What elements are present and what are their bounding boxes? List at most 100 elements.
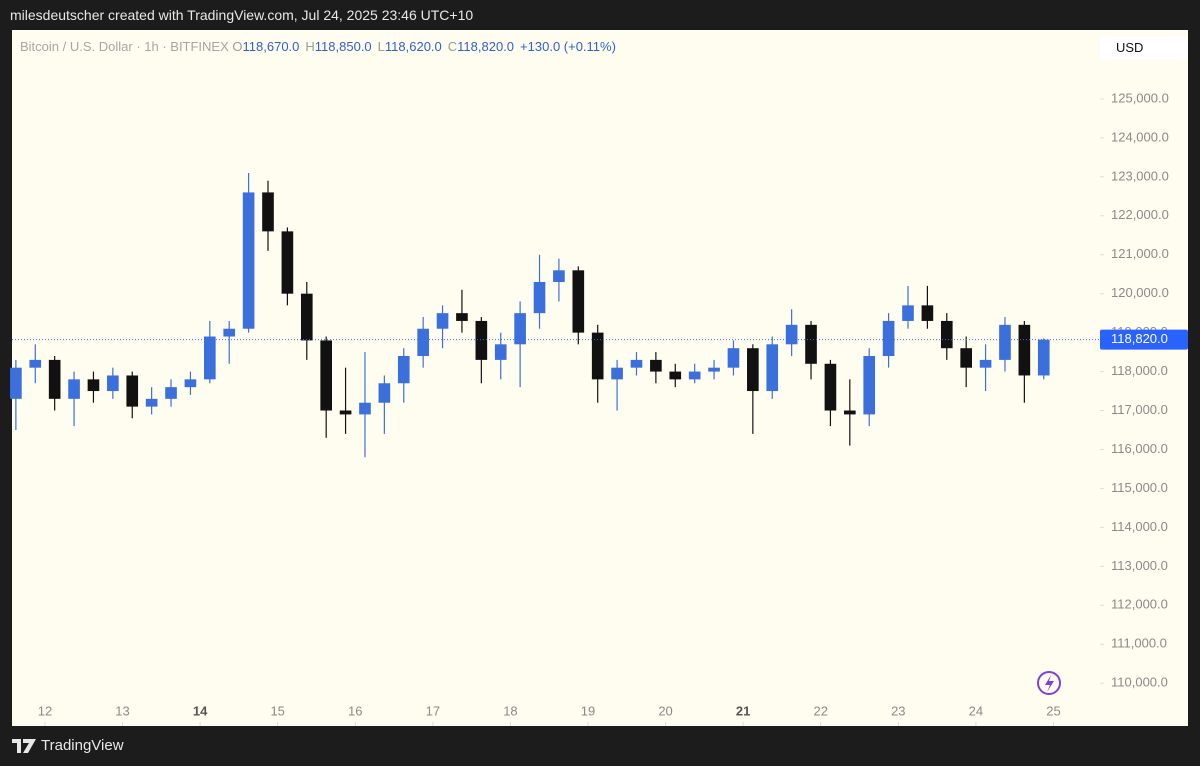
candle-body <box>223 328 236 337</box>
last-price-label: 118,820.0 <box>1111 331 1168 346</box>
last-price-box <box>1100 329 1188 350</box>
ohlc-value: 118,620.0 <box>384 39 442 54</box>
candle-body <box>533 281 546 314</box>
y-tick-label: 117,000.0 <box>1111 402 1168 417</box>
icon-ring[interactable] <box>1037 671 1061 695</box>
candle-body <box>320 340 332 411</box>
x-tick-label: 18 <box>503 703 517 718</box>
logo <box>12 738 36 753</box>
candle-body <box>960 348 972 368</box>
candle-body <box>572 270 585 333</box>
candle-body <box>436 313 449 329</box>
candle-body <box>339 410 352 415</box>
y-tick-label: 124,000.0 <box>1111 129 1169 144</box>
candle-body <box>514 313 526 345</box>
candle-body <box>48 359 61 399</box>
candle-body <box>727 348 740 368</box>
x-tick-label: 13 <box>115 703 129 718</box>
candle-body <box>1018 324 1031 376</box>
legend: Bitcoin / U.S. Dollar · 1h · BITFINEX O1… <box>20 39 622 54</box>
y-tick-label: 111,000.0 <box>1111 636 1167 651</box>
candle-body <box>785 324 798 345</box>
candle-body <box>902 305 914 321</box>
ohlc-key: H <box>305 39 315 54</box>
y-tick-label: 122,000.0 <box>1111 207 1169 222</box>
candle-body <box>882 320 895 356</box>
y-tick-label: 123,000.0 <box>1111 168 1169 183</box>
footer: TradingView <box>12 737 124 754</box>
currency-button[interactable]: USD <box>1100 36 1188 60</box>
candle-body <box>204 336 216 380</box>
candle-body <box>165 387 177 399</box>
candle-body <box>29 359 42 368</box>
x-tick-label: 16 <box>348 703 362 718</box>
candle-body <box>591 332 604 380</box>
candle-body <box>107 375 119 392</box>
candle-body <box>650 359 662 372</box>
candle-body <box>940 320 953 349</box>
candle-body <box>494 344 507 360</box>
candle-body <box>1037 339 1050 376</box>
y-tick-label: 121,000.0 <box>1111 246 1169 261</box>
symbol: Bitcoin / U.S. Dollar · 1h · BITFINEX <box>20 39 229 54</box>
candle-body <box>863 355 876 415</box>
candle-body <box>688 371 701 380</box>
candle-body <box>475 320 488 360</box>
candle-body <box>630 359 643 368</box>
ohlc-key: O <box>232 39 243 54</box>
ohlc-key: L <box>377 39 385 54</box>
candle-body <box>766 344 779 392</box>
y-tick-label: 125,000.0 <box>1111 90 1169 105</box>
x-tick-label: 23 <box>891 703 905 718</box>
candle-body <box>378 383 391 403</box>
candle-body <box>262 192 274 232</box>
candle-body <box>921 305 934 321</box>
y-tick-label: 110,000.0 <box>1111 675 1168 690</box>
candle-body <box>844 410 856 415</box>
x-tick-label: 17 <box>426 703 440 718</box>
ohlc-value: 118,850.0 <box>314 39 372 54</box>
x-tick-label: 22 <box>813 703 827 718</box>
x-tick-label: 21 <box>736 703 750 718</box>
x-tick-label: 12 <box>38 703 52 718</box>
candle-body <box>87 379 100 392</box>
candle-body <box>242 192 255 329</box>
x-tick-label: 25 <box>1046 703 1060 718</box>
x-tick-label: 24 <box>969 703 983 718</box>
y-tick-label: 114,000.0 <box>1111 519 1168 534</box>
y-tick-label: 112,000.0 <box>1111 597 1168 612</box>
ohlc-value: 118,670.0 <box>242 39 300 54</box>
candle-body <box>999 324 1011 360</box>
brand: TradingView <box>41 737 124 754</box>
y-tick-label: 118,000.0 <box>1111 363 1168 378</box>
candle-body <box>281 231 294 294</box>
candle-body <box>68 379 80 399</box>
x-tick-label: 15 <box>270 703 284 718</box>
candle-body <box>126 375 139 407</box>
y-tick-label: 113,000.0 <box>1111 558 1168 573</box>
candle-body <box>145 398 158 407</box>
candle-body <box>979 359 992 368</box>
candle-body <box>747 348 759 392</box>
candle-body <box>553 270 565 282</box>
candle-body <box>805 324 817 364</box>
candle-body <box>397 355 410 384</box>
x-tick-label: 14 <box>193 703 208 718</box>
candle-body <box>824 363 837 411</box>
candle-body <box>359 402 371 415</box>
candle-body <box>708 367 720 372</box>
ohlc-value: 118,820.0 <box>457 39 515 54</box>
y-tick-label: 115,000.0 <box>1111 480 1168 495</box>
candle-body <box>669 371 682 380</box>
y-tick-label: 116,000.0 <box>1111 441 1168 456</box>
change: +130.0 (+0.11%) <box>520 39 616 54</box>
candle-body <box>10 367 22 399</box>
ohlc-key: C <box>447 39 458 54</box>
x-tick-label: 20 <box>658 703 672 718</box>
header: milesdeutscher created with TradingView.… <box>10 7 474 23</box>
icon-bolt[interactable] <box>1045 675 1054 692</box>
x-tick-label: 19 <box>581 703 595 718</box>
power-icon[interactable] <box>1037 671 1061 695</box>
